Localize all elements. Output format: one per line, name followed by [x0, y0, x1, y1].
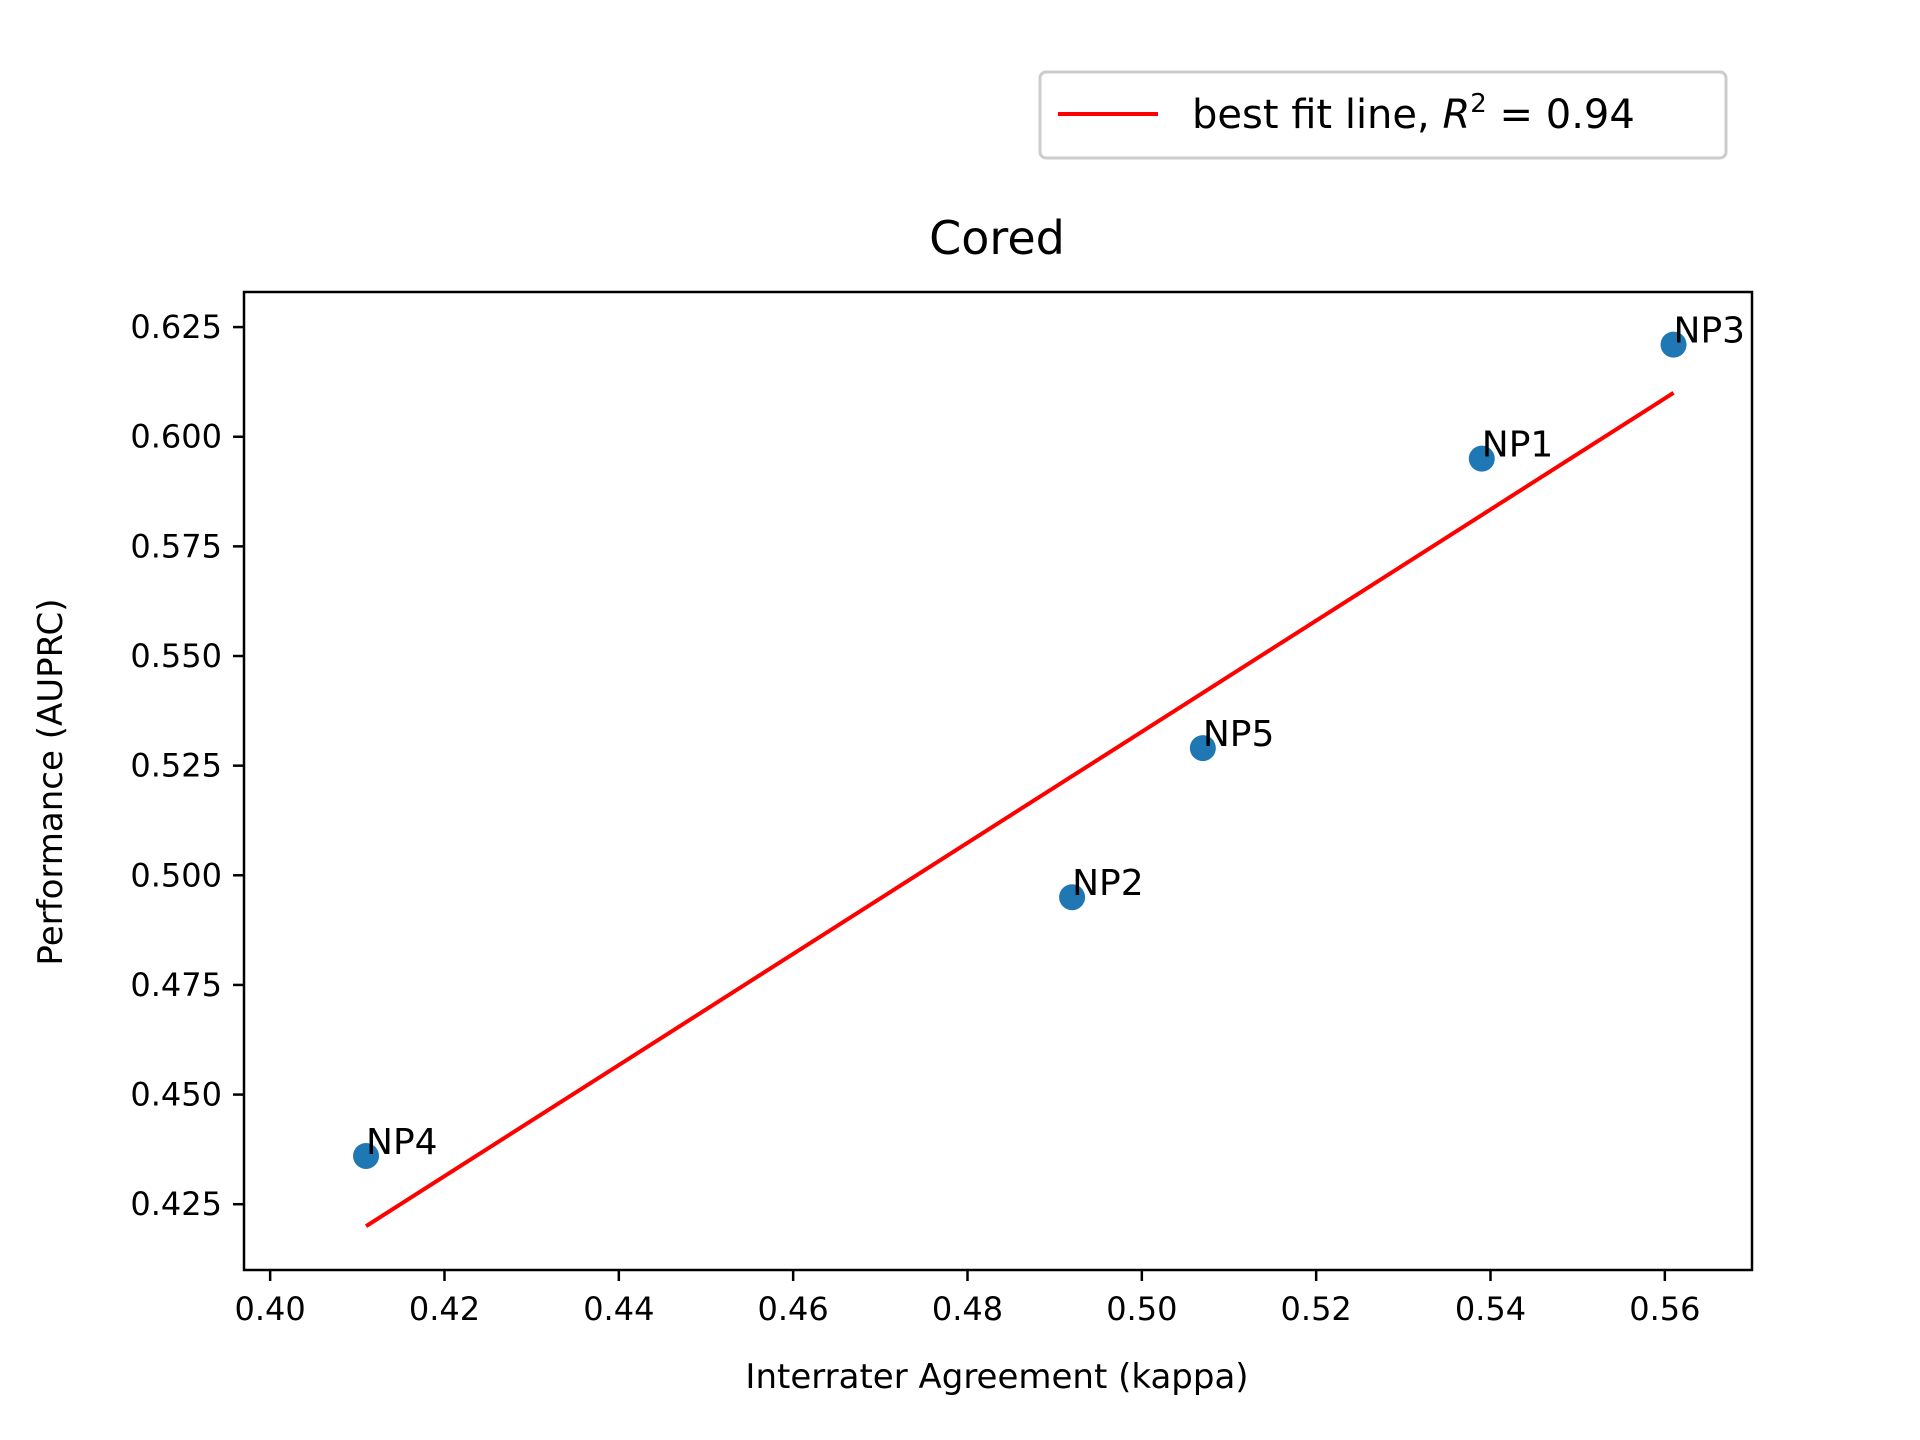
y-axis-label: Performance (AUPRC) — [31, 598, 71, 965]
scatter-point-np1 — [1468, 445, 1495, 472]
legend-frame — [1038, 70, 1728, 160]
x-tick-label: 0.52 — [1281, 1290, 1352, 1328]
fit-line-layer — [364, 391, 1675, 1228]
scatter-point-np2 — [1059, 884, 1086, 911]
x-tick-label: 0.50 — [1106, 1290, 1177, 1328]
x-tick-label: 0.46 — [758, 1290, 829, 1328]
point-labels: NP1 NP2 NP3 NP4 NP5 — [366, 311, 1745, 1163]
scatter-point-np3 — [1660, 331, 1687, 358]
point-label-np2: NP2 — [1072, 863, 1144, 904]
y-tick-label: 0.425 — [130, 1185, 222, 1223]
point-label-np3: NP3 — [1674, 311, 1746, 352]
x-tick-label: 0.54 — [1455, 1290, 1526, 1328]
y-tick-label: 0.600 — [130, 418, 222, 456]
x-axis-label: Interrater Agreement (kappa) — [745, 1357, 1248, 1397]
scatter-point-np5 — [1189, 735, 1216, 762]
y-tick-label: 0.475 — [130, 966, 222, 1004]
point-label-np5: NP5 — [1203, 714, 1275, 755]
y-tick-label: 0.525 — [130, 747, 222, 785]
x-axis: 0.40 0.42 0.44 0.46 0.48 0.50 0.52 0.54 0.56 — [235, 1270, 1700, 1328]
legend-entry-label: best fit line, R2 = 0.94 — [1192, 89, 1635, 138]
y-tick-label: 0.575 — [130, 527, 222, 565]
legend: best fit line, R2 = 0.94 — [1038, 70, 1728, 160]
plot-frame — [242, 290, 1754, 1272]
chart-title: Cored — [929, 211, 1065, 265]
y-tick-label: 0.450 — [130, 1076, 222, 1114]
y-axis: 0.425 0.450 0.475 0.500 0.525 0.550 0.575 0.600… — [130, 308, 244, 1223]
point-label-np1: NP1 — [1482, 425, 1554, 466]
x-tick-label: 0.42 — [409, 1290, 480, 1328]
x-tick-label: 0.48 — [932, 1290, 1003, 1328]
scatter-point-np4 — [353, 1142, 380, 1169]
y-tick-label: 0.550 — [130, 637, 222, 675]
best-fit-line — [364, 391, 1675, 1228]
y-tick-label: 0.625 — [130, 308, 222, 346]
y-tick-label: 0.500 — [130, 856, 222, 894]
scatter-points — [353, 331, 1687, 1169]
x-tick-label: 0.44 — [583, 1290, 654, 1328]
x-tick-label: 0.56 — [1629, 1290, 1700, 1328]
point-label-np4: NP4 — [366, 1122, 438, 1163]
x-tick-label: 0.40 — [235, 1290, 306, 1328]
